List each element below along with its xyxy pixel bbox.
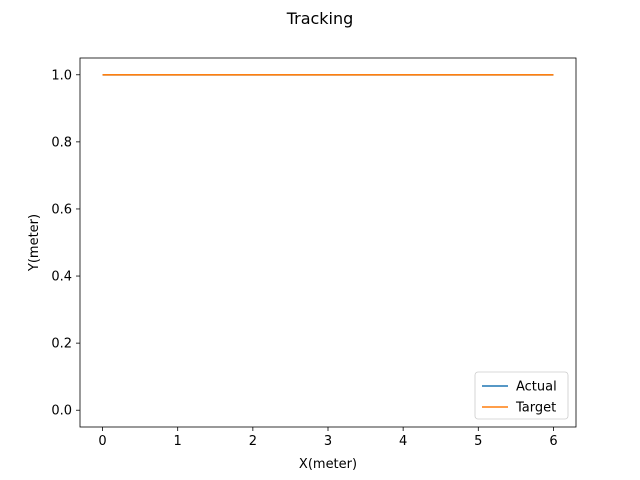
y-tick-label: 0.0: [51, 404, 72, 419]
x-tick-label: 3: [324, 434, 332, 449]
y-axis-label: Y(meter): [27, 214, 42, 272]
x-tick-label: 0: [98, 434, 106, 449]
y-tick-label: 1.0: [51, 68, 72, 83]
x-axis-label: X(meter): [299, 457, 357, 472]
x-tick-label: 4: [399, 434, 407, 449]
y-axis-ticks: 0.0 0.2 0.4 0.6 0.8 1.0: [51, 68, 80, 419]
x-axis-ticks: 0 1 2 3 4 5 6: [98, 427, 558, 449]
x-tick-label: 1: [174, 434, 182, 449]
legend-label-actual: Actual: [516, 380, 557, 395]
plot-area: [80, 58, 576, 427]
y-tick-label: 0.2: [51, 337, 72, 352]
y-tick-label: 0.8: [51, 135, 72, 150]
legend: Actual Target: [474, 371, 569, 420]
y-tick-label: 0.6: [51, 202, 72, 217]
chart-title: Tracking: [286, 9, 354, 28]
legend-label-target: Target: [515, 401, 556, 416]
x-tick-label: 2: [249, 434, 257, 449]
plot-frame: [79, 57, 577, 428]
x-tick-label: 5: [474, 434, 482, 449]
y-tick-label: 0.4: [51, 270, 72, 285]
x-tick-label: 6: [549, 434, 557, 449]
